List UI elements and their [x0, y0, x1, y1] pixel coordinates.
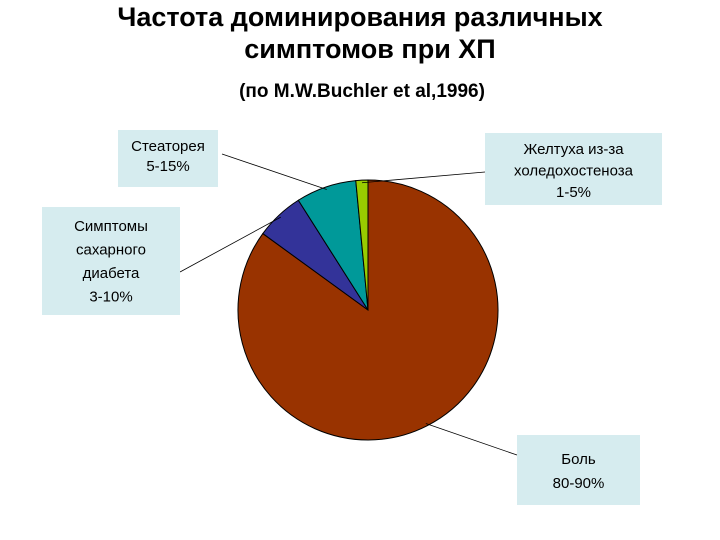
leader-line [425, 423, 518, 456]
slice-label: диабета [83, 265, 140, 282]
slice-label: Стеаторея [131, 138, 205, 155]
slice-label: холедохостеноза [514, 162, 634, 179]
label-box [118, 130, 218, 187]
leader-line [179, 216, 281, 273]
chart-title: Частота доминирования различных [117, 2, 602, 32]
leader-line [221, 153, 327, 190]
slice-label: Симптомы [74, 218, 148, 235]
slice-label: 80-90% [553, 475, 605, 492]
slice-label: Боль [561, 451, 596, 468]
chart-title: симптомов при ХП [244, 34, 495, 64]
slice-label: сахарного [76, 241, 146, 258]
slice-label: 1-5% [556, 184, 591, 201]
label-box [485, 133, 662, 205]
slice-label: 5-15% [146, 158, 189, 175]
label-box [517, 435, 640, 505]
slice-label: 3-10% [89, 288, 132, 305]
slice-label: Желтуха из-за [523, 141, 624, 158]
label-box [42, 207, 180, 315]
chart-subtitle: (по M.W.Buchler et al,1996) [239, 81, 485, 102]
pie-slice [355, 179, 369, 311]
leader-line [361, 171, 486, 184]
